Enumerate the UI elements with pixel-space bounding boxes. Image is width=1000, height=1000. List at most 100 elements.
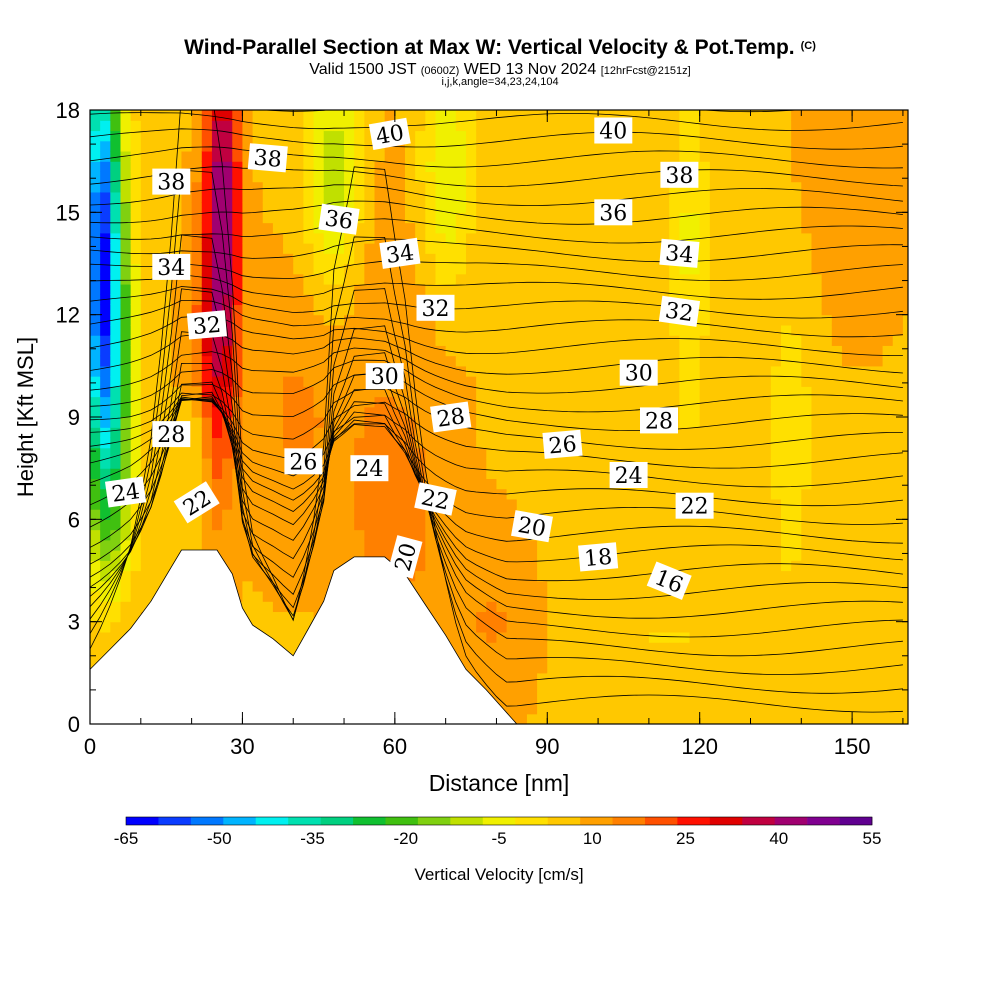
- field-cell: [740, 171, 752, 183]
- field-cell: [587, 683, 599, 694]
- field-cell: [902, 314, 908, 326]
- field-cell: [242, 468, 254, 479]
- field-cell: [161, 110, 172, 121]
- field-cell: [750, 253, 762, 265]
- field-cell: [140, 263, 152, 275]
- field-cell: [283, 539, 294, 551]
- field-cell: [577, 590, 589, 602]
- field-cell: [242, 304, 254, 316]
- field-cell: [537, 662, 548, 674]
- field-cell: [557, 468, 569, 479]
- field-cell: [415, 590, 426, 602]
- field-cell: [669, 457, 680, 469]
- field-cell: [791, 304, 802, 316]
- field-cell: [547, 253, 559, 265]
- field-cell: [344, 509, 355, 520]
- field-cell: [100, 417, 111, 428]
- field-cell: [862, 713, 874, 724]
- field-cell: [862, 386, 874, 398]
- field-cell: [333, 498, 345, 510]
- field-cell: [557, 631, 569, 643]
- field-cell: [831, 457, 843, 469]
- field-cell: [740, 335, 752, 346]
- field-cell: [486, 396, 498, 408]
- field-cell: [120, 590, 132, 602]
- field-cell: [648, 181, 660, 193]
- field-cell: [598, 376, 609, 387]
- field-cell: [577, 570, 589, 582]
- field-cell: [587, 171, 599, 183]
- field-cell: [526, 621, 538, 633]
- field-cell: [740, 601, 752, 613]
- field-cell: [516, 386, 528, 398]
- field-cell: [201, 509, 213, 520]
- field-cell: [90, 550, 101, 561]
- field-cell: [354, 539, 365, 551]
- field-cell: [730, 273, 741, 285]
- field-cell: [720, 110, 731, 121]
- field-cell: [720, 376, 731, 387]
- field-cell: [811, 529, 823, 541]
- field-cell: [547, 212, 559, 224]
- field-cell: [821, 662, 833, 674]
- field-cell: [232, 253, 244, 265]
- field-cell: [709, 498, 721, 510]
- field-cell: [811, 621, 823, 633]
- field-cell: [750, 611, 762, 623]
- field-cell: [862, 161, 874, 172]
- field-cell: [831, 161, 843, 172]
- field-cell: [557, 417, 569, 428]
- field-cell: [587, 611, 599, 623]
- field-cell: [750, 519, 762, 531]
- field-cell: [293, 314, 304, 326]
- field-cell: [862, 529, 874, 541]
- field-cell: [242, 294, 254, 306]
- field-cell: [862, 110, 874, 121]
- field-cell: [618, 693, 630, 705]
- field-cell: [323, 120, 335, 132]
- field-cell: [902, 273, 908, 285]
- field-cell: [567, 468, 579, 479]
- field-cell: [689, 457, 701, 469]
- field-cell: [476, 212, 487, 224]
- field-cell: [150, 212, 162, 224]
- field-cell: [750, 171, 762, 183]
- field-cell: [486, 468, 498, 479]
- field-cell: [476, 468, 487, 479]
- field-cell: [100, 335, 111, 346]
- field-cell: [262, 345, 274, 357]
- field-cell: [882, 652, 894, 664]
- field-cell: [628, 683, 640, 694]
- field-cell: [699, 713, 711, 724]
- field-cell: [354, 386, 365, 398]
- field-cell: [140, 396, 152, 408]
- field-cell: [882, 509, 894, 520]
- field-cell: [780, 550, 792, 561]
- field-cell: [659, 611, 670, 623]
- field-cell: [648, 662, 660, 674]
- field-cell: [750, 550, 762, 561]
- field-cell: [862, 335, 874, 346]
- field-cell: [648, 631, 660, 643]
- field-cell: [872, 345, 884, 357]
- field-cell: [100, 273, 111, 285]
- field-cell: [283, 110, 294, 121]
- field-cell: [750, 631, 762, 643]
- field-cell: [841, 529, 853, 541]
- field-cell: [120, 570, 132, 582]
- field-cell: [862, 457, 874, 469]
- field-cell: [425, 560, 437, 572]
- field-cell: [791, 590, 802, 602]
- field-cell: [811, 447, 823, 459]
- field-cell: [882, 683, 894, 694]
- field-cell: [242, 202, 254, 213]
- field-cell: [780, 120, 792, 132]
- field-cell: [465, 601, 477, 613]
- field-cell: [872, 243, 884, 254]
- field-cell: [486, 498, 498, 510]
- field-cell: [476, 652, 487, 664]
- field-cell: [201, 355, 213, 367]
- field-cell: [293, 601, 304, 613]
- field-cell: [699, 191, 711, 203]
- field-cell: [791, 355, 802, 367]
